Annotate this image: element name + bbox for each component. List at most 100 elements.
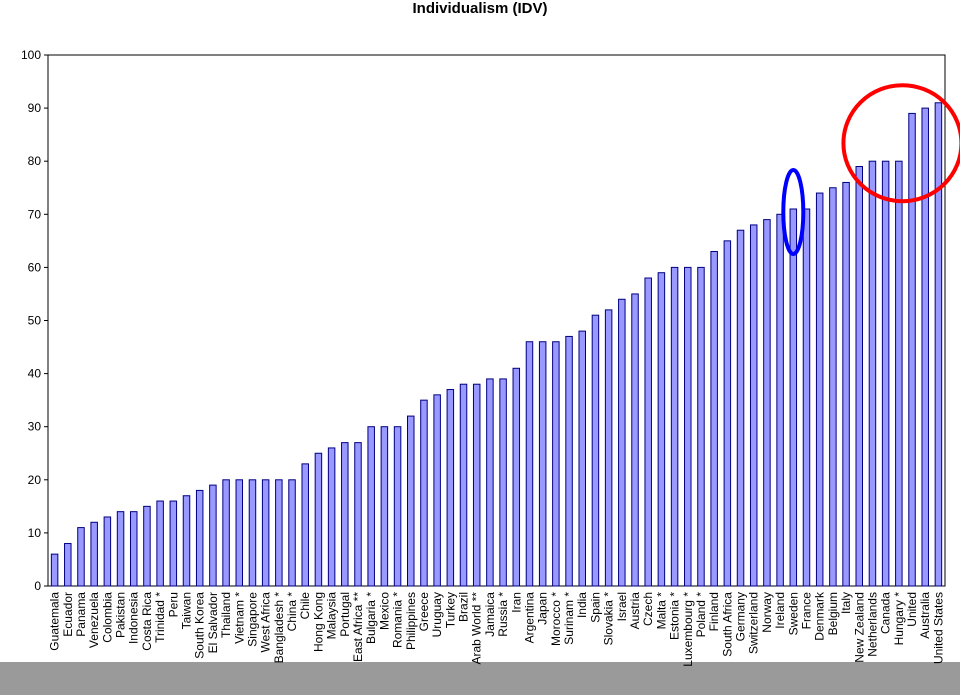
- bar: [512, 367, 521, 587]
- x-tick-label: Trinidad *: [153, 592, 167, 643]
- x-tick-label: Mexico: [377, 592, 391, 630]
- x-tick-label: Argentina: [522, 592, 536, 644]
- x-tick-label: Venezuela: [87, 592, 101, 648]
- x-tick-label: United States: [931, 592, 945, 664]
- bar: [604, 309, 613, 587]
- bar: [776, 213, 784, 587]
- x-tick-label: Panama: [74, 592, 88, 637]
- x-tick-label: Arab World **: [470, 592, 484, 665]
- x-tick-label: Brazil: [457, 592, 471, 622]
- y-tick-label: 80: [28, 154, 42, 168]
- bar: [789, 208, 798, 587]
- bar: [459, 383, 468, 587]
- x-tick-label: Uruguay: [430, 592, 444, 637]
- x-tick-label: Jamaica: [483, 592, 497, 637]
- x-tick-label: Ecuador: [61, 592, 75, 637]
- y-tick-label: 90: [28, 101, 42, 115]
- bar: [261, 479, 270, 587]
- x-tick-label: Pakistan: [114, 592, 128, 638]
- x-tick-label: Estonia *: [668, 592, 682, 640]
- x-tick-label: Finland: [707, 592, 721, 631]
- y-tick-label: 30: [28, 420, 42, 434]
- x-tick-label: Thailand: [219, 592, 233, 638]
- x-tick-label: Ireland: [773, 592, 787, 629]
- bar: [327, 447, 336, 587]
- bar: [486, 378, 494, 587]
- bar: [169, 500, 178, 587]
- bar: [684, 266, 692, 587]
- bar: [657, 272, 666, 587]
- x-tick-label: Switzerland: [747, 592, 761, 654]
- y-tick-label: 100: [21, 48, 41, 62]
- bar: [129, 511, 138, 587]
- bar: [565, 335, 573, 587]
- x-tick-label: Denmark: [813, 591, 827, 641]
- x-tick-label: Canada: [879, 592, 893, 634]
- x-tick-label: Peru: [166, 592, 180, 617]
- x-tick-label: Portugal: [338, 592, 352, 637]
- y-tick-label: 20: [28, 473, 42, 487]
- bar: [314, 452, 323, 587]
- bar: [275, 479, 283, 587]
- annotation-circle-red: [841, 83, 960, 204]
- bar: [538, 341, 547, 587]
- x-tick-label: South Africa: [720, 592, 734, 657]
- bar: [50, 553, 59, 587]
- bar: [552, 341, 560, 587]
- bar: [710, 250, 718, 587]
- bar: [393, 426, 402, 587]
- bar: [182, 495, 191, 587]
- bar: [156, 500, 164, 587]
- x-tick-label: United: [905, 592, 919, 627]
- x-tick-label: Chile: [298, 592, 312, 620]
- x-tick-label: Malaysia: [325, 592, 339, 640]
- y-tick-label: 40: [28, 367, 42, 381]
- bar: [525, 341, 534, 587]
- x-tick-label: New Zealand: [852, 592, 866, 663]
- x-tick-label: Turkey: [443, 592, 457, 628]
- x-tick-label: Hong Kong: [311, 592, 325, 652]
- bar: [670, 266, 679, 587]
- x-tick-label: East Africa **: [351, 592, 365, 662]
- bar: [209, 484, 217, 587]
- bar: [288, 479, 296, 587]
- x-tick-label: Costa Rica: [140, 592, 154, 651]
- y-tick-label: 60: [28, 260, 42, 274]
- bar: [763, 219, 771, 587]
- bar: [842, 181, 850, 587]
- bar: [90, 521, 98, 587]
- x-tick-label: Czech: [641, 592, 655, 626]
- x-tick-label: Poland *: [694, 592, 708, 638]
- x-tick-label: Germany: [734, 592, 748, 641]
- bar: [631, 293, 639, 587]
- x-tick-label: Luxembourg *: [681, 592, 695, 667]
- x-tick-label: Bulgaria *: [364, 592, 378, 644]
- bar: [341, 442, 349, 587]
- x-tick-label: Hungary *: [892, 592, 906, 646]
- x-tick-label: Russia *: [496, 592, 510, 637]
- x-tick-label: Spain: [588, 592, 602, 623]
- bar: [116, 511, 125, 587]
- bar: [446, 389, 455, 587]
- bar: [380, 426, 389, 587]
- x-tick-label: India: [575, 592, 589, 618]
- x-tick-label: Iran: [509, 592, 523, 613]
- x-tick-label: Italy: [839, 592, 853, 614]
- x-tick-label: West Africa: [259, 592, 273, 653]
- bar: [235, 479, 244, 587]
- bar: [644, 277, 652, 587]
- x-tick-label: Belgium: [826, 592, 840, 635]
- bar: [354, 442, 362, 587]
- x-tick-label: China *: [285, 592, 299, 632]
- x-tick-label: Guatemala: [48, 592, 62, 651]
- x-tick-label: Vietnam *: [232, 592, 246, 644]
- x-tick-label: Japan: [536, 592, 550, 625]
- bar: [103, 516, 112, 587]
- x-tick-label: Indonesia: [127, 592, 141, 644]
- x-tick-label: Colombia: [100, 592, 114, 643]
- bar: [855, 166, 864, 587]
- bar: [829, 187, 837, 587]
- bar: [433, 394, 441, 587]
- x-tick-label: Singapore: [245, 592, 259, 647]
